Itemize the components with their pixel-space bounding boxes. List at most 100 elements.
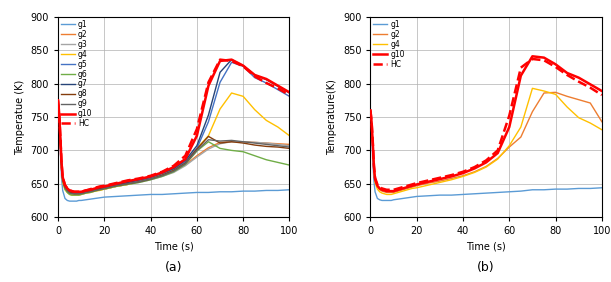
g5 (263, 81, 270, 85)
g2 (448, 177, 455, 180)
g8 (136, 180, 143, 184)
g5 (71, 191, 78, 195)
g1 (436, 193, 444, 197)
g4 (124, 183, 131, 186)
g2 (92, 189, 99, 192)
g2 (506, 145, 513, 149)
g5 (216, 81, 224, 84)
g4 (58, 166, 65, 169)
g3 (205, 147, 212, 151)
g10 (56, 112, 63, 115)
HC (386, 188, 393, 191)
Line: g6: g6 (58, 104, 290, 195)
g7 (158, 171, 166, 175)
g6 (193, 149, 200, 153)
g4 (552, 93, 559, 96)
g5 (240, 65, 247, 68)
g8 (286, 147, 293, 150)
g4 (274, 125, 282, 129)
g8 (58, 163, 65, 166)
g4 (54, 103, 62, 107)
g10 (147, 175, 154, 178)
g1 (376, 198, 383, 201)
g1 (228, 190, 235, 193)
HC (181, 154, 189, 157)
HC (101, 184, 108, 188)
g9 (61, 186, 68, 190)
g5 (59, 177, 67, 180)
g4 (193, 147, 200, 150)
g9 (59, 178, 67, 181)
g8 (82, 191, 89, 194)
X-axis label: Time (s): Time (s) (154, 242, 194, 252)
g9 (263, 143, 270, 146)
HC (552, 65, 559, 69)
g4 (66, 193, 73, 196)
g1 (575, 187, 582, 190)
g10 (193, 134, 200, 137)
HC (425, 179, 432, 182)
g2 (529, 110, 536, 113)
g4 (448, 178, 455, 181)
g7 (170, 167, 177, 170)
g8 (158, 173, 166, 177)
Line: g1: g1 (370, 110, 602, 201)
g9 (54, 101, 62, 104)
g10 (395, 188, 402, 191)
g10 (471, 167, 478, 170)
g10 (381, 189, 388, 192)
g2 (390, 191, 397, 194)
g9 (136, 180, 143, 184)
g2 (425, 181, 432, 185)
g6 (56, 115, 63, 119)
HC (147, 174, 154, 177)
g3 (73, 193, 80, 196)
g3 (112, 185, 120, 188)
g2 (378, 190, 386, 193)
g2 (371, 179, 379, 182)
g2 (71, 192, 78, 195)
g5 (73, 191, 80, 195)
HC (529, 57, 536, 61)
g1 (383, 199, 390, 202)
g1 (61, 197, 68, 200)
g3 (158, 175, 166, 178)
g5 (56, 113, 63, 116)
g10 (399, 187, 406, 190)
g7 (92, 188, 99, 191)
g1 (529, 188, 536, 191)
HC (374, 183, 381, 186)
g8 (57, 137, 64, 141)
g3 (82, 191, 89, 195)
g10 (78, 190, 85, 193)
g1 (147, 193, 154, 196)
g1 (240, 190, 247, 193)
g9 (240, 140, 247, 144)
g7 (82, 190, 89, 193)
g10 (540, 56, 547, 59)
g1 (251, 190, 258, 193)
HC (390, 188, 397, 191)
g3 (75, 193, 82, 196)
g4 (68, 193, 76, 197)
g2 (552, 91, 559, 94)
g8 (71, 192, 78, 195)
g8 (101, 187, 108, 190)
g2 (251, 141, 258, 144)
g7 (64, 188, 71, 191)
g10 (367, 109, 374, 112)
g2 (368, 122, 375, 125)
g7 (181, 159, 189, 162)
HC (96, 185, 103, 188)
HC (506, 114, 513, 117)
g10 (376, 187, 383, 190)
g9 (66, 191, 73, 195)
g5 (54, 99, 62, 103)
g3 (251, 141, 258, 144)
g3 (228, 140, 235, 144)
g8 (56, 113, 63, 117)
Text: (a): (a) (165, 261, 183, 274)
HC (216, 58, 224, 61)
g1 (82, 198, 89, 201)
g1 (387, 199, 395, 202)
